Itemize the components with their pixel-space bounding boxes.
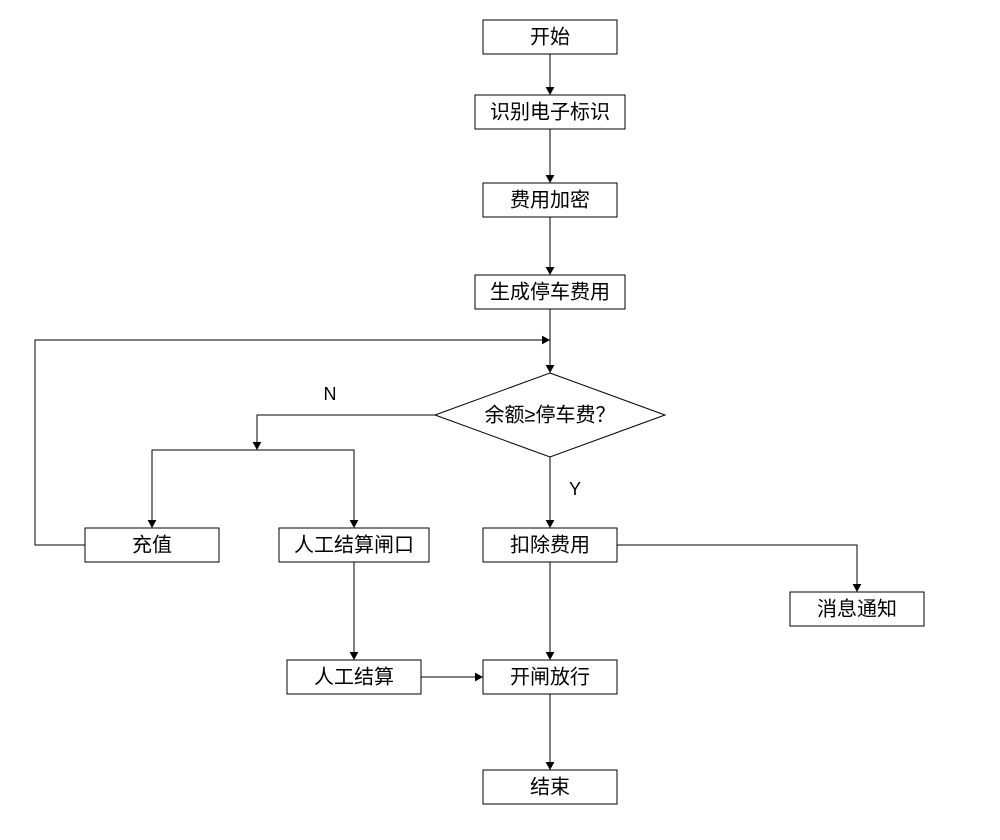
- edge-label-Y: Y: [569, 479, 581, 499]
- node-label-recharge: 充值: [132, 533, 172, 556]
- node-label-manual_gate: 人工结算闸口: [294, 533, 414, 556]
- flowchart-canvas: Y N 开始识别电子标识费用加密生成停车费用余额≥停车费？ 充值 人工结算闸口 扣除费用人…: [0, 0, 1000, 840]
- edge-label-N: N: [324, 384, 337, 404]
- node-label-end: 结束: [530, 775, 570, 798]
- edge-deduct-notify: [617, 545, 857, 592]
- edge-branch_split-recharge: [152, 450, 257, 528]
- node-label-gen_fee: 生成停车费用: [490, 280, 610, 303]
- edge-recharge-loop_back: [35, 340, 550, 545]
- edge-branch_split-manual_gate: [257, 450, 354, 528]
- node-label-deduct: 扣除费用: [510, 533, 590, 556]
- node-label-decision: 余额≥停车费？: [485, 403, 616, 426]
- node-label-notify: 消息通知: [817, 597, 897, 620]
- node-label-identify: 识别电子标识: [490, 100, 610, 123]
- edge-decision-branch_split: [257, 415, 435, 450]
- node-label-start: 开始: [530, 25, 570, 48]
- node-label-open_gate: 开闸放行: [510, 665, 590, 688]
- node-label-encrypt: 费用加密: [510, 188, 590, 211]
- node-label-manual_settle: 人工结算: [314, 665, 394, 688]
